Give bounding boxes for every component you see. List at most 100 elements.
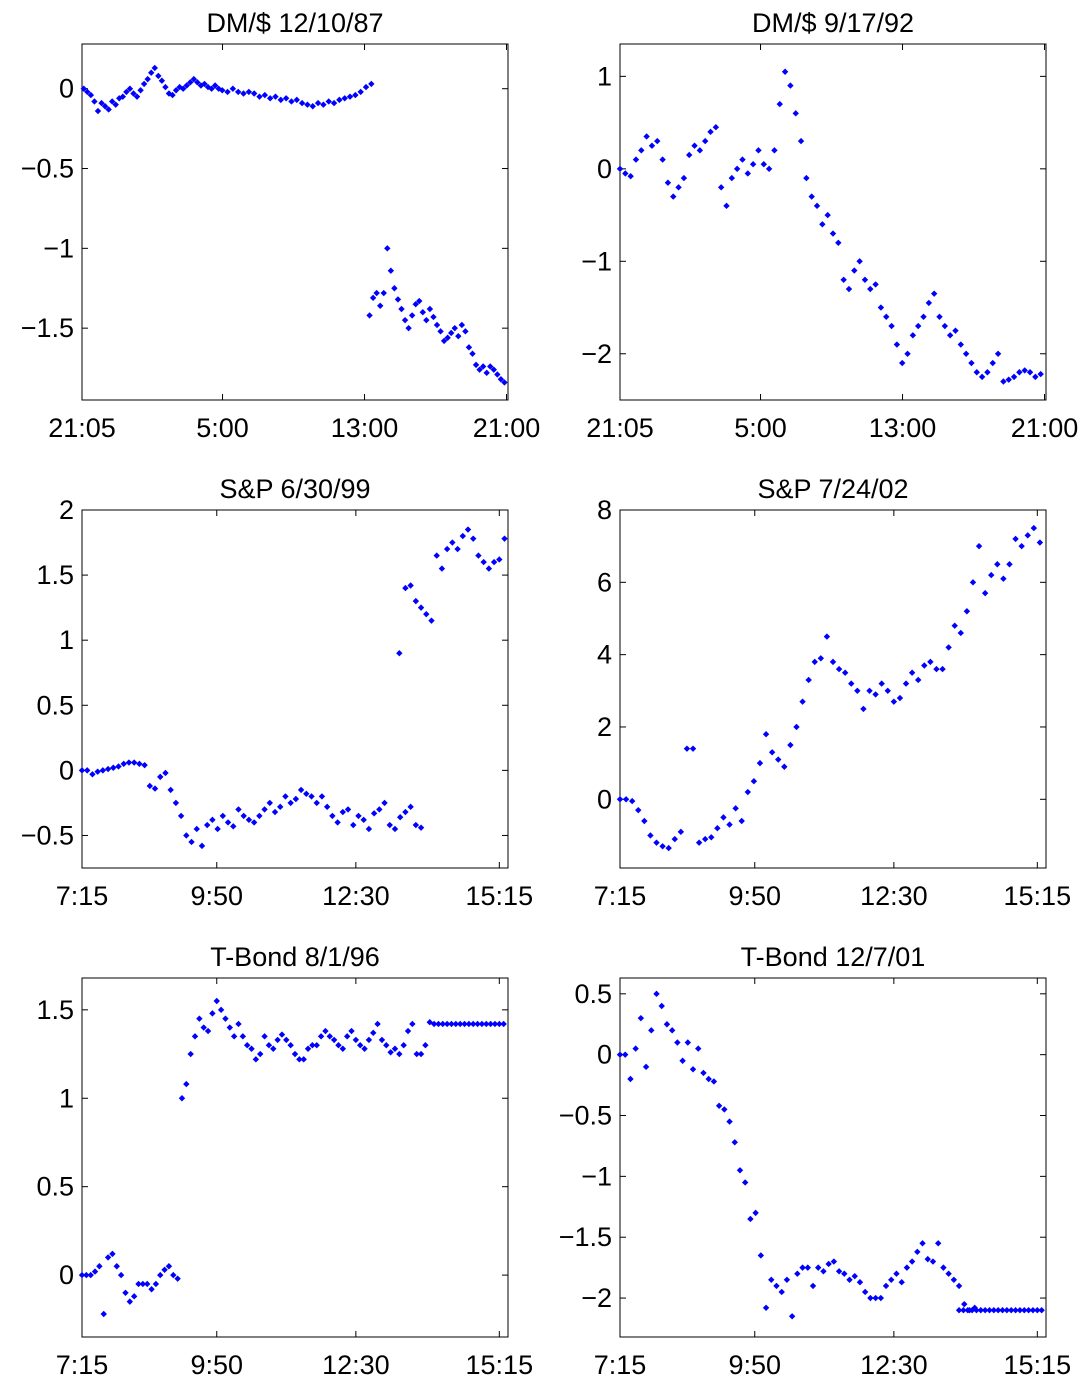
data-point [877,304,885,311]
data-point [946,332,954,339]
data-point [1024,532,1031,539]
data-point [98,99,105,107]
data-point [799,1264,806,1271]
data-point [401,316,409,324]
data-point [100,1310,107,1318]
data-point [893,341,901,348]
data-point [135,1280,142,1288]
data-point [297,786,305,794]
data-point [165,1263,173,1270]
data-point [973,369,980,376]
data-point [169,91,176,99]
data-point [115,763,122,770]
data-point [878,680,885,687]
data-point [226,1024,233,1031]
data-point [458,321,466,329]
data-point [783,1276,791,1284]
y-tick-label: 0 [597,1040,612,1070]
data-point [469,350,476,357]
x-tick-label: 9:50 [728,881,781,911]
data-point [476,366,483,373]
data-point [271,808,279,816]
y-tick-label: −1 [581,1161,612,1191]
data-point [120,760,127,768]
data-point [845,285,853,293]
data-point [890,698,898,705]
x-tick-label: 9:50 [190,1350,243,1380]
data-point [256,812,263,820]
data-point [172,799,180,807]
data-point [470,535,477,542]
data-point [454,545,461,553]
data-point [689,1066,697,1073]
data-point [116,95,123,102]
chart-title: S&P 6/30/99 [219,474,370,504]
data-point [270,1045,277,1052]
data-point [1008,1307,1015,1314]
data-point [362,83,370,91]
data-point [627,1075,634,1083]
data-point [934,1240,942,1247]
data-point [986,1307,993,1314]
data-point [658,1002,665,1010]
data-point [915,676,922,684]
data-point [89,771,96,778]
data-point [747,1215,754,1223]
data-point [170,1271,177,1279]
data-point [417,1050,425,1058]
data-point [680,174,688,182]
data-point [1030,524,1038,532]
data-point [776,100,783,108]
data-point [252,1056,260,1063]
data-point [768,749,776,756]
data-point [616,1051,624,1058]
data-point [162,83,169,91]
data-point [1032,373,1039,381]
data-point [483,1020,490,1028]
data-point [408,312,416,319]
data-point [957,341,964,348]
data-point [762,731,770,738]
data-point [896,694,904,702]
data-point [139,1280,147,1288]
data-point [158,77,166,84]
data-point [955,1307,963,1314]
data-point [428,617,435,624]
data-point [146,782,154,790]
data-point [419,308,426,316]
data-point [386,821,393,829]
data-point [478,1020,486,1028]
data-point [292,795,300,803]
data-point [738,817,745,825]
data-point [272,93,279,100]
data-point [465,1020,473,1028]
data-point [622,170,629,177]
data-point [78,1271,86,1279]
data-point [665,844,672,852]
data-point [174,1275,181,1282]
data-point [422,1042,429,1049]
data-point [265,1042,273,1049]
data-point [350,821,357,829]
data-point [749,161,757,168]
x-tick-label: 21:05 [48,413,116,443]
data-point [664,179,672,186]
data-point [675,184,682,191]
data-point [902,680,910,687]
data-point [921,662,928,669]
data-point [487,1020,494,1028]
data-point [130,759,138,766]
data-point [793,723,800,731]
data-point [829,658,837,666]
data-point [287,799,294,807]
data-point [496,1020,503,1028]
data-point [459,532,466,540]
data-point [314,99,322,107]
data-point [104,765,112,773]
data-point [200,1024,207,1031]
data-point [940,1264,947,1271]
data-point [298,99,306,107]
data-point [304,101,311,108]
data-point [825,1260,832,1268]
data-point [464,526,472,533]
